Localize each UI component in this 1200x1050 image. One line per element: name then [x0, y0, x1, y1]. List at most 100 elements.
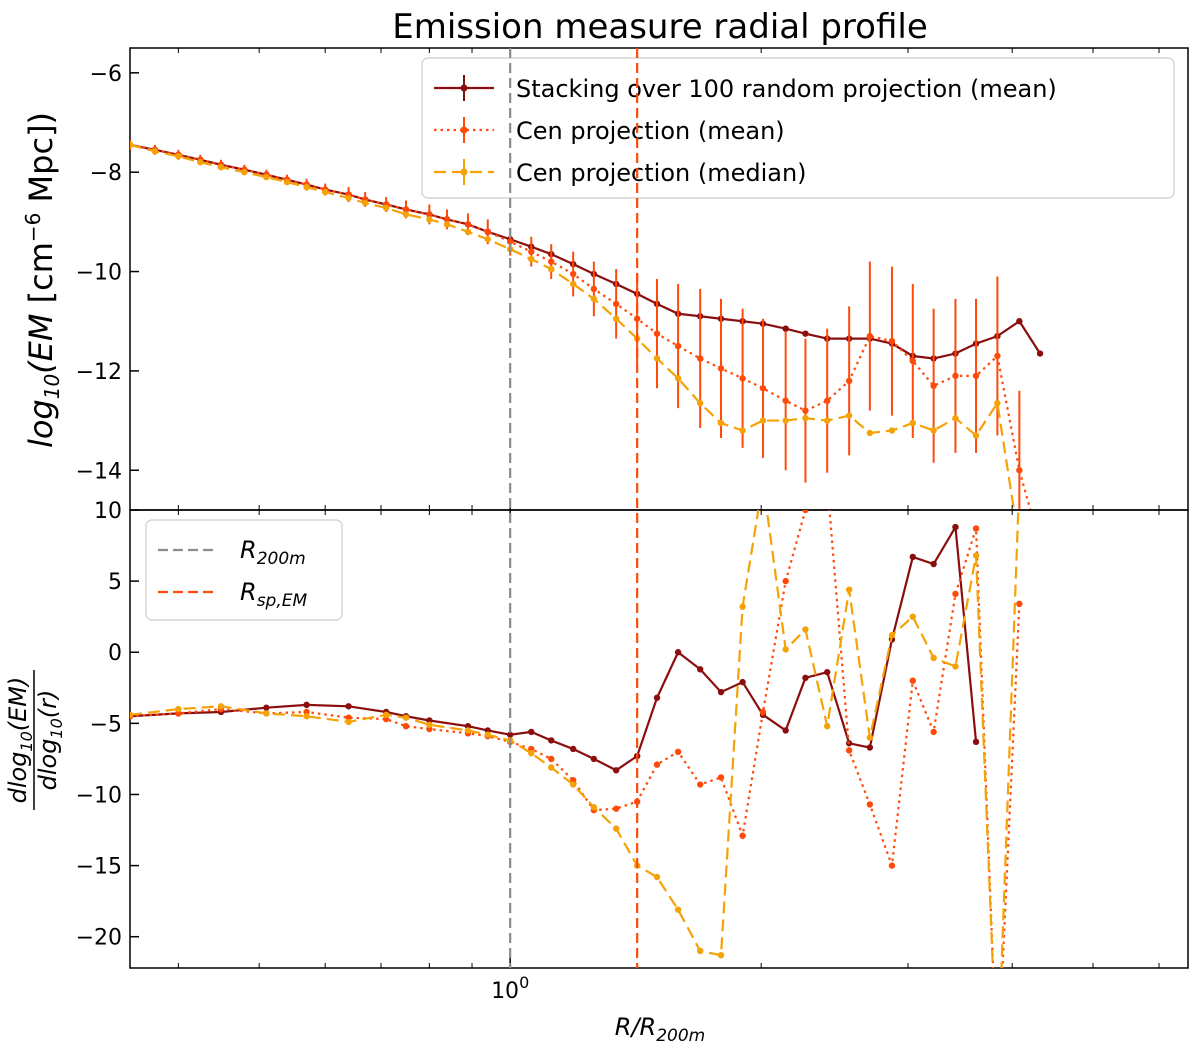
- top-data-point: [866, 429, 874, 437]
- top-data-point: [696, 399, 704, 407]
- top-data-point: [952, 372, 959, 380]
- bottom-data-point: [696, 781, 704, 788]
- bottom-data-point: [653, 761, 661, 768]
- bottom-series-line: [130, 510, 1021, 968]
- top-data-point: [930, 382, 937, 390]
- top-data-point: [802, 330, 809, 337]
- top-data-point: [484, 228, 491, 236]
- bottom-data-point: [263, 710, 270, 717]
- top-legend-box: [421, 57, 1175, 199]
- top-data-point: [361, 199, 369, 207]
- bottom-data-point: [759, 708, 767, 716]
- top-data-point: [674, 375, 682, 382]
- top-data-point: [1016, 467, 1023, 474]
- bottom-data-point: [802, 674, 809, 682]
- bottom-data-point: [972, 738, 980, 746]
- top-data-point: [612, 300, 620, 308]
- top-data-point: [548, 258, 555, 265]
- bottom-data-point: [824, 478, 830, 484]
- bottom-data-point: [739, 678, 746, 686]
- top-data-point: [739, 375, 746, 382]
- top-data-point: [283, 178, 291, 186]
- top-y-tick-label: −12: [76, 360, 122, 385]
- top-data-point: [130, 141, 134, 149]
- bottom-data-point: [528, 728, 535, 736]
- bottom-data-point: [612, 825, 620, 832]
- bottom-data-point: [952, 590, 959, 598]
- top-data-point: [303, 183, 310, 191]
- top-data-point: [569, 280, 577, 288]
- bottom-data-point: [717, 774, 725, 781]
- top-data-point: [866, 332, 874, 340]
- top-data-point: [845, 412, 853, 419]
- top-data-point: [759, 385, 767, 392]
- bottom-data-point: [303, 713, 310, 720]
- x-axis-label: R/R200m: [615, 1013, 705, 1046]
- svg-text:dlog10(EM): dlog10(EM): [4, 677, 36, 804]
- bottom-data-point: [674, 649, 682, 656]
- top-data-point: [782, 417, 789, 424]
- bottom-data-point: [909, 613, 917, 620]
- top-data-point: [802, 414, 809, 422]
- top-data-point: [590, 285, 598, 293]
- bottom-data-point: [888, 862, 896, 869]
- bottom-data-point: [717, 688, 725, 696]
- top-data-point: [782, 325, 789, 332]
- bottom-data-point: [909, 677, 917, 684]
- bottom-y-tick-label: −5: [90, 712, 122, 737]
- top-data-point: [930, 427, 937, 434]
- bottom-data-point: [930, 560, 937, 568]
- top-data-point: [759, 417, 767, 424]
- top-data-point: [151, 148, 159, 155]
- top-data-point: [528, 255, 535, 263]
- top-data-point: [548, 265, 555, 273]
- bottom-y-tick-label: 10: [94, 499, 122, 524]
- top-data-point: [443, 216, 451, 223]
- bottom-data-point: [717, 951, 725, 959]
- bottom-data-point: [506, 731, 514, 738]
- bottom-data-point: [612, 805, 620, 812]
- top-data-point: [1016, 318, 1023, 325]
- bottom-data-point: [739, 603, 746, 610]
- top-y-tick-label: −10: [76, 261, 122, 286]
- bottom-y-tick-label: −15: [76, 855, 122, 880]
- bottom-data-point: [402, 722, 410, 730]
- bottom-y-axis-label: dlog10(EM) dlog10(r): [4, 670, 66, 810]
- bottom-data-point: [930, 728, 937, 736]
- top-data-point: [782, 397, 789, 404]
- bottom-y-tick-label: −10: [76, 783, 122, 808]
- top-data-point: [612, 315, 620, 322]
- top-data-point: [972, 432, 980, 439]
- top-data-point: [824, 417, 831, 424]
- bottom-panel-frame: [129, 509, 1189, 969]
- legend-entry-label: Stacking over 100 random projection (mea…: [516, 75, 1057, 103]
- bottom-data-point: [402, 714, 410, 721]
- top-y-tick-label: −6: [90, 62, 122, 87]
- legend-marker: [460, 126, 468, 134]
- bottom-data-point: [782, 646, 789, 653]
- top-data-point: [952, 414, 959, 422]
- top-data-point: [382, 204, 390, 212]
- bottom-data-point: [426, 721, 433, 728]
- legend-entry-label: Cen projection (median): [516, 159, 807, 187]
- bottom-data-point: [175, 705, 182, 713]
- top-data-point: [802, 407, 809, 414]
- bottom-data-point: [674, 906, 682, 913]
- bottom-data-point: [802, 510, 809, 514]
- bottom-data-point: [484, 731, 491, 738]
- top-data-point: [653, 330, 661, 337]
- top-data-point: [1037, 542, 1043, 548]
- bottom-data-point: [1016, 600, 1023, 608]
- top-data-point: [972, 372, 980, 380]
- top-panel: −6 −8 −10 −12 −14 Stacking over 100 random p…: [76, 47, 1189, 548]
- bottom-data-point: [782, 727, 789, 734]
- bottom-series-line: [130, 510, 1020, 968]
- bottom-data-point: [548, 755, 555, 763]
- bottom-data-point: [866, 744, 874, 751]
- bottom-data-point: [972, 525, 980, 532]
- top-data-point: [402, 211, 410, 218]
- top-data-point: [241, 168, 248, 176]
- bottom-data-point: [952, 663, 959, 670]
